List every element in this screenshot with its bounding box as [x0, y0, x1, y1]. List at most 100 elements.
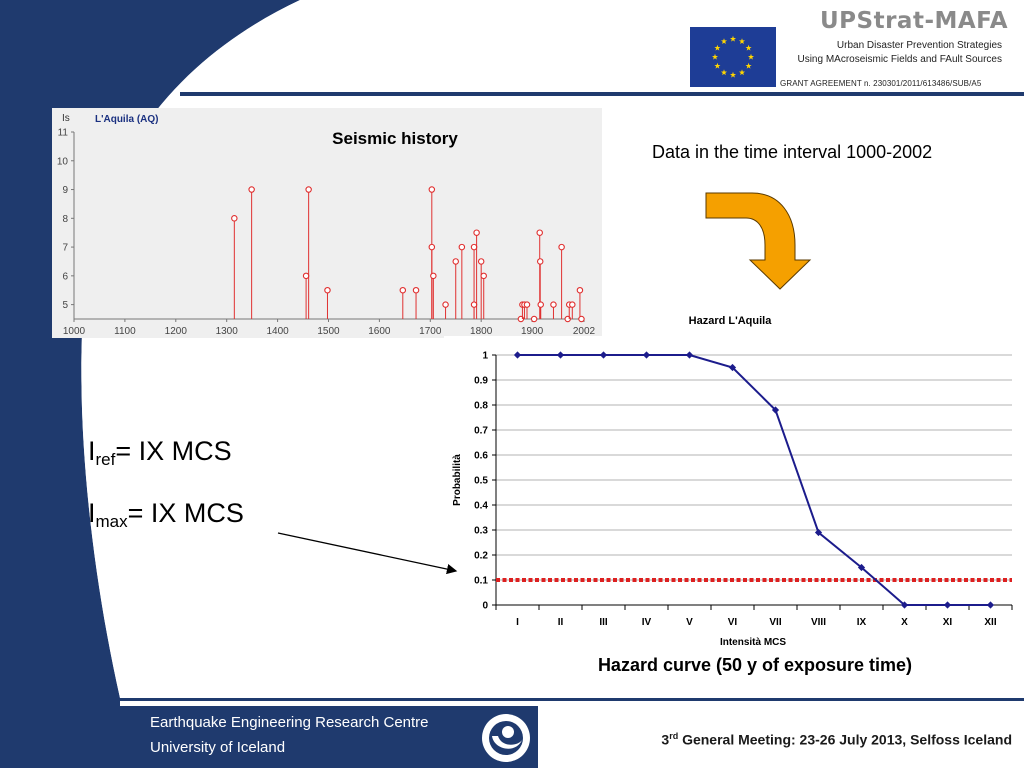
- seismic-event-point: [324, 286, 331, 294]
- hazard-y-tick-label: 0.7: [474, 426, 488, 437]
- seismic-chart-title: L'Aquila (AQ): [95, 114, 158, 125]
- hazard-y-tick-label: 0.5: [474, 476, 488, 487]
- seismic-y-tick-label: 8: [62, 214, 68, 225]
- hazard-y-axis-label: Probabilità: [452, 454, 463, 506]
- hazard-curve-caption: Hazard curve (50 y of exposure time): [597, 655, 913, 675]
- time-interval-note: Data in the time interval 1000-2002: [652, 142, 933, 162]
- seismic-history-chart: Is L'Aquila (AQ) 5 6 7 8 9 10 11 1000 1100 1200 13…: [52, 108, 602, 338]
- hazard-data-point: [900, 601, 909, 609]
- eu-star-icon: [745, 62, 752, 69]
- hazard-y-tick-label: 0.8: [474, 401, 488, 412]
- eu-star-icon: [747, 53, 755, 60]
- seismic-event-point: [558, 243, 565, 251]
- seismic-y-tick-label: 10: [57, 156, 69, 167]
- hazard-y-tick-label: 0.2: [474, 551, 488, 562]
- eu-star-icon: [714, 62, 721, 69]
- seismic-event-point: [470, 243, 478, 251]
- eu-star-icon: [711, 53, 719, 60]
- project-logo-title: UPStrat-MAFA: [820, 8, 1009, 34]
- eu-star-icon: [729, 35, 737, 42]
- seismic-x-tick-label: 1500: [317, 326, 340, 337]
- seismic-event-point: [430, 272, 437, 280]
- hazard-data-point: [728, 363, 737, 372]
- seismic-event-point: [480, 272, 487, 280]
- university-logo-icon: [482, 714, 530, 762]
- hazard-x-tick-label: XII: [984, 617, 996, 628]
- hazard-y-tick-label: 0: [482, 601, 488, 612]
- hazard-x-axis-label: Intensità MCS: [720, 637, 786, 648]
- hazard-data-point: [556, 351, 565, 359]
- hazard-x-tick-label: VII: [769, 617, 781, 628]
- hazard-x-tick-label: I: [516, 617, 519, 628]
- seismic-event-point: [231, 215, 238, 222]
- seismic-y-tick-label: 9: [62, 185, 68, 196]
- hazard-data-point: [814, 528, 823, 537]
- curved-down-arrow-icon: [705, 192, 812, 290]
- footer-rule: [110, 698, 1024, 701]
- project-logo-line1: Urban Disaster Prevention Strategies: [836, 40, 1002, 51]
- header-rule: [180, 92, 1024, 96]
- iref-label: Iref= IX MCS: [88, 436, 232, 469]
- hazard-y-tick-label: 0.4: [474, 501, 488, 512]
- seismic-x-tick-label: 1000: [63, 326, 86, 337]
- seismic-event-point: [477, 258, 485, 265]
- hazard-x-tick-label: IV: [642, 617, 652, 628]
- hazard-curve-chart: 00.10.20.30.40.50.60.70.80.91I II III IV V VI…: [444, 336, 1024, 650]
- hazard-x-tick-label: X: [901, 617, 908, 628]
- footer-org-name: Earthquake Engineering Research Centre: [150, 714, 429, 731]
- eu-star-icon: [720, 38, 728, 44]
- hazard-data-point: [986, 601, 995, 609]
- eu-star-icon: [738, 69, 746, 76]
- seismic-x-tick-label: 2002: [573, 326, 596, 337]
- seismic-event-point: [530, 315, 538, 323]
- seismic-event-point: [470, 301, 478, 308]
- hazard-y-tick-label: 0.6: [474, 451, 488, 462]
- pointer-arrow-icon: [277, 532, 458, 575]
- hazard-data-point: [943, 601, 952, 609]
- seismic-event-point: [536, 258, 544, 265]
- seismic-event-point: [399, 286, 407, 294]
- seismic-event-point: [536, 229, 543, 236]
- hazard-data-point: [685, 351, 694, 359]
- hazard-x-tick-label: III: [599, 617, 608, 628]
- seismic-event-point: [578, 315, 585, 323]
- hazard-x-tick-label: XI: [943, 617, 953, 628]
- seismic-event-point: [569, 301, 576, 308]
- hazard-data-point: [599, 351, 608, 359]
- hazard-x-tick-label: IX: [857, 617, 867, 628]
- seismic-event-point: [428, 186, 436, 193]
- hazard-data-point: [857, 563, 866, 572]
- eu-star-icon: [738, 38, 746, 44]
- hazard-y-tick-label: 0.3: [474, 526, 488, 537]
- seismic-event-point: [302, 272, 310, 280]
- seismic-event-point: [428, 243, 436, 251]
- hazard-data-point: [513, 351, 522, 359]
- seismic-event-point: [576, 286, 584, 294]
- hazard-x-tick-label: V: [686, 617, 693, 628]
- project-logo-line2: Using MAcroseismic Fields and FAult Sour…: [797, 54, 1002, 65]
- hazard-data-point: [771, 406, 780, 414]
- seismic-event-point: [537, 301, 544, 308]
- eu-star-icon: [714, 44, 721, 51]
- hazard-series-line: [517, 354, 991, 606]
- seismic-x-tick-label: 1600: [368, 326, 391, 337]
- grant-agreement: GRANT AGREEMENT n. 230301/2011/613486/SU…: [780, 79, 982, 88]
- seismic-x-tick-label: 1400: [266, 326, 289, 337]
- seismic-event-point: [458, 243, 466, 251]
- footer-university: University of Iceland: [150, 739, 286, 756]
- eu-star-icon: [745, 44, 752, 51]
- seismic-x-tick-label: 1100: [114, 326, 136, 337]
- hazard-data-point: [642, 351, 651, 359]
- eu-flag-icon: [690, 27, 776, 87]
- seismic-y-tick-label: 6: [62, 271, 68, 282]
- footer-org-band: [108, 706, 538, 768]
- seismic-x-tick-label: 1800: [470, 326, 493, 337]
- hazard-y-tick-label: 1: [482, 351, 488, 362]
- seismic-x-tick-label: 1900: [521, 326, 544, 337]
- hazard-x-tick-label: II: [558, 617, 564, 628]
- seismic-event-point: [412, 286, 420, 294]
- seismic-y-tick-label: 5: [62, 300, 68, 311]
- seismic-event-point: [305, 186, 312, 193]
- seismic-y-tick-label: 11: [58, 128, 69, 139]
- seismic-event-point: [248, 186, 255, 193]
